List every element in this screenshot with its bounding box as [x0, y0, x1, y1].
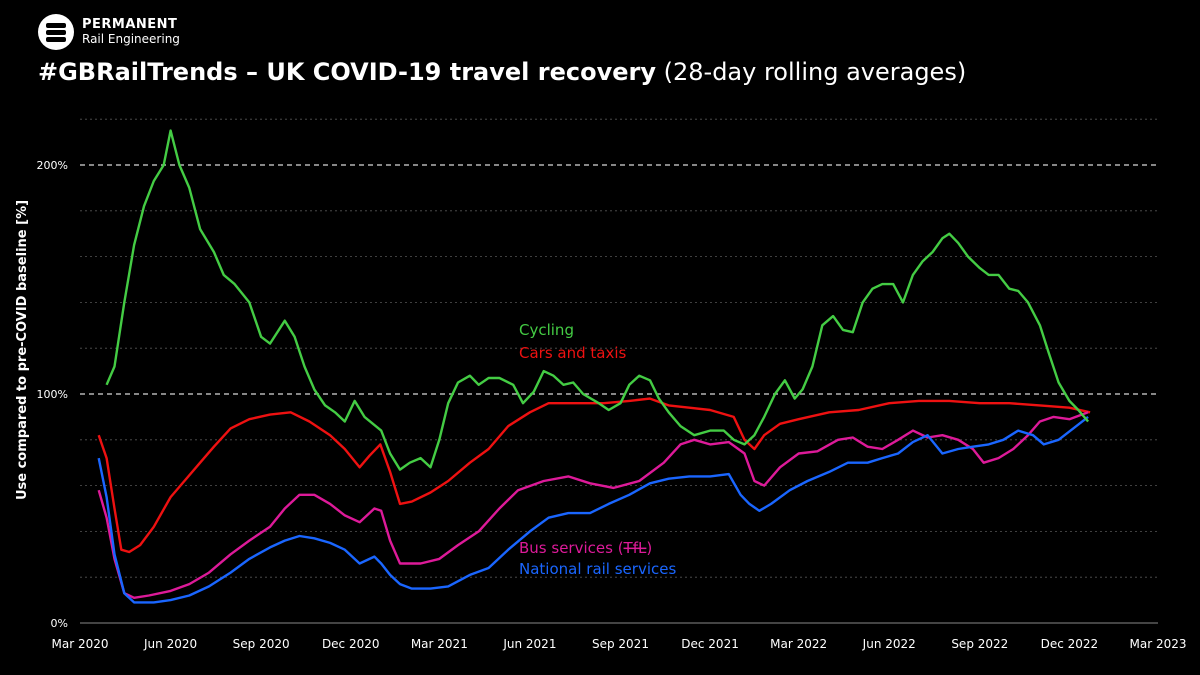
x-tick-label: Jun 2020 — [143, 637, 197, 651]
series-line-bus-services-tfl — [97, 411, 1089, 599]
x-tick-label: Dec 2021 — [681, 637, 739, 651]
series-lines — [97, 129, 1091, 604]
series-label-bus-services-tfl: Bus services (TfL) — [519, 539, 652, 557]
y-axis-label: Use compared to pre-COVID baseline [%] — [15, 200, 30, 500]
x-tick-label: Mar 2021 — [411, 637, 468, 651]
y-tick-label: 200% — [37, 159, 68, 172]
x-tick-label: Mar 2022 — [770, 637, 827, 651]
x-tick-label: Sep 2020 — [233, 637, 290, 651]
x-tick-label: Mar 2020 — [52, 637, 109, 651]
x-tick-label: Dec 2022 — [1041, 637, 1099, 651]
brand-text: PERMANENT Rail Engineering — [82, 17, 180, 47]
brand-logo: PERMANENT Rail Engineering — [38, 14, 180, 50]
x-tick-label: Jun 2022 — [862, 637, 916, 651]
series-label-cycling: Cycling — [519, 321, 574, 339]
y-tick-label: 0% — [51, 617, 68, 630]
brand-line2: Rail Engineering — [82, 32, 180, 46]
series-labels: Cycling Cars and taxis Bus services (TfL) N… — [519, 321, 676, 578]
x-tick-label: Mar 2023 — [1130, 637, 1187, 651]
series-line-cycling — [105, 129, 1090, 471]
y-tick-label: 100% — [37, 388, 68, 401]
series-line-national-rail-services — [97, 415, 1089, 604]
chart-title-main: #GBRailTrends – UK COVID-19 travel recov… — [38, 58, 656, 86]
x-tick-label: Dec 2020 — [322, 637, 380, 651]
series-line-cars-and-taxis — [97, 397, 1091, 554]
x-tick-label: Sep 2022 — [951, 637, 1008, 651]
chart-title: #GBRailTrends – UK COVID-19 travel recov… — [38, 58, 966, 86]
axis-ticks: Mar 2020 Jun 2020 Sep 2020 Dec 2020 Mar 2021… — [37, 159, 1187, 651]
brand-line1: PERMANENT — [82, 17, 178, 32]
chart-title-sub: (28-day rolling averages) — [663, 58, 967, 86]
permanent-rail-logo-icon — [38, 14, 74, 50]
series-label-cars-and-taxis: Cars and taxis — [519, 344, 627, 362]
grid-lines — [80, 118, 1158, 624]
series-label-national-rail-services: National rail services — [519, 560, 676, 578]
x-tick-label: Jun 2021 — [502, 637, 556, 651]
x-tick-label: Sep 2021 — [592, 637, 649, 651]
